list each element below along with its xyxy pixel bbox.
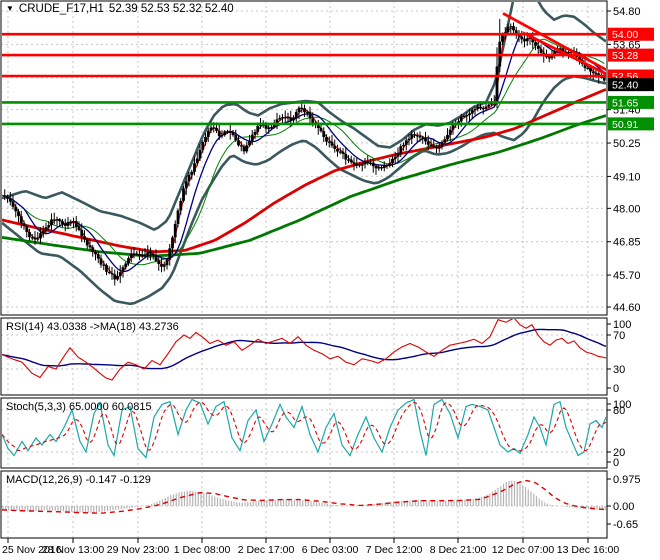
trendline [502, 12, 606, 72]
ma-slow-green-line [2, 114, 606, 258]
chart-title-bar: ▼ CRUDE_F17,H1 52.39 52.53 52.32 52.40 [6, 3, 234, 15]
level-tick-label: 30 [613, 364, 625, 376]
level-tick-label: 80 [613, 405, 625, 417]
price-badge-text: 54.00 [612, 29, 638, 41]
level-tick-label: 0 [613, 383, 619, 395]
macd-indicator-label: MACD(12,26,9) -0.147 -0.129 [6, 474, 151, 486]
price-badge-52.40: 52.40 [608, 78, 654, 92]
price-badge-54.00: 54.00 [608, 27, 654, 41]
stoch-d-line [2, 401, 606, 452]
grid-horizontal-main [2, 10, 606, 308]
panel-border [0, 0, 608, 316]
price-tick-label: 50.25 [613, 138, 641, 150]
trendline [522, 31, 606, 76]
price-tick-label: 54.80 [613, 6, 641, 18]
time-tick-label: 29 Nov 23:00 [107, 544, 170, 556]
rsi-indicator-label: RSI(14) 43.0338 ->MA(18) 43.2736 [6, 321, 179, 333]
level-tick-label: 0.975 [613, 474, 641, 486]
price-badge-text: 52.40 [612, 80, 638, 92]
band-lower-line [2, 74, 606, 306]
stoch-indicator-label: Stoch(5,3,3) 65.0000 60.0815 [6, 401, 152, 413]
level-tick-label: 70 [613, 330, 625, 342]
price-tick-label: 49.10 [613, 171, 641, 183]
price-badge-53.28: 53.28 [608, 48, 654, 62]
time-tick-label: 13 Dec 16:00 [557, 544, 620, 556]
ma-fast-green-line [2, 38, 605, 266]
macd-layer [2, 479, 606, 514]
candles-layer [3, 18, 606, 286]
chart-ohlc-values: 52.39 52.53 52.32 52.40 [108, 3, 234, 15]
time-tick-label: 25 Nov 2016 [2, 544, 62, 556]
stoch-k-line [2, 399, 606, 459]
price-badge-text: 51.65 [612, 97, 638, 109]
price-badge-text: 53.28 [612, 50, 638, 62]
price-badge-51.65: 51.65 [608, 95, 654, 109]
macd-axis: 0.975 0.00 -0.65 [607, 474, 641, 531]
level-tick-label: 100 [613, 399, 631, 411]
grid-vertical [7, 472, 589, 537]
time-tick-label: 1 Dec 08:00 [174, 544, 231, 556]
rsi-layer [2, 319, 606, 381]
price-tick-label: 46.85 [613, 237, 641, 249]
panel-border [0, 317, 608, 396]
price-tick-label: 44.60 [613, 302, 641, 314]
level-tick-label: -0.65 [613, 519, 638, 531]
price-tick-label: 48.00 [613, 203, 641, 215]
time-tick-label: 28 Nov 13:00 [42, 544, 105, 556]
level-tick-label: 0.00 [613, 501, 634, 513]
level-tick-label: 0 [613, 457, 619, 469]
grid-vertical [7, 2, 589, 314]
price-badge-50.91: 50.91 [608, 117, 654, 131]
symbol-dropdown-icon[interactable]: ▼ [6, 4, 14, 13]
time-tick-label: 2 Dec 17:00 [238, 544, 295, 556]
grid-horizontal-rsi [1, 334, 607, 370]
level-tick-label: 100 [613, 319, 631, 331]
panel-border [0, 397, 608, 469]
grid-horizontal-stoch [1, 409, 607, 453]
time-tick-label: 6 Dec 03:00 [302, 544, 359, 556]
time-tick-label: 8 Dec 21:00 [430, 544, 487, 556]
macd-signal-line [2, 479, 606, 514]
price-badge-text: 50.91 [612, 119, 638, 131]
stoch-layer [2, 399, 606, 459]
chart-symbol-period: CRUDE_F17,H1 [18, 3, 104, 15]
ma-slow-red-line [2, 88, 606, 254]
sr-lines-layer[interactable] [1, 12, 642, 126]
ma-fast-blue-line [2, 33, 605, 273]
price-axis: 54.8053.6551.4050.2549.1048.0046.8545.70… [607, 6, 654, 314]
price-tick-label: 45.70 [613, 270, 641, 282]
panel-border [0, 470, 608, 539]
level-tick-label: 20 [613, 447, 625, 459]
time-tick-label: 12 Dec 07:00 [492, 544, 555, 556]
rsi-line [2, 319, 606, 381]
time-tick-label: 7 Dec 12:00 [366, 544, 423, 556]
price-tick-label: 53.65 [613, 39, 641, 51]
